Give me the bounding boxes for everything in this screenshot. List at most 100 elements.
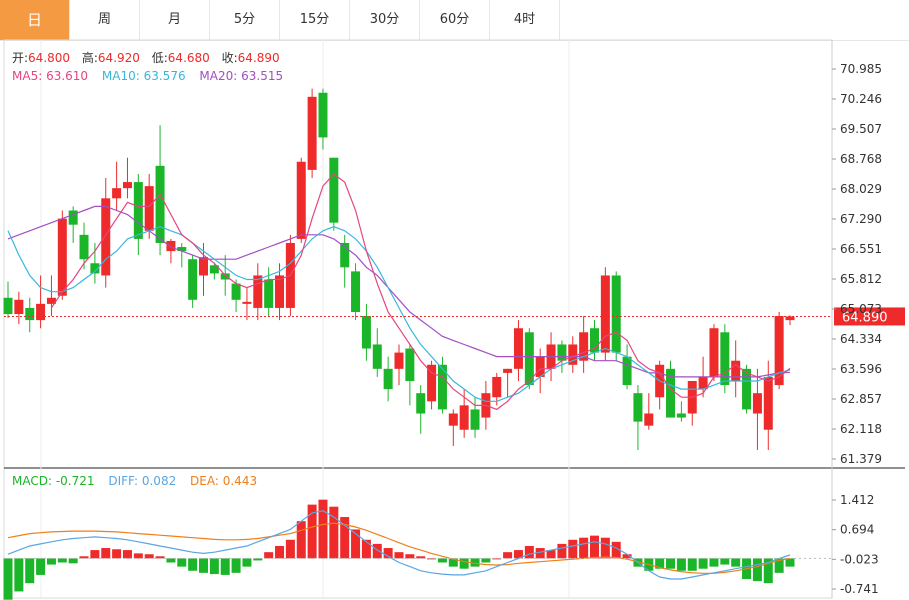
- candle-body: [329, 157, 339, 223]
- macd-bar: [112, 549, 122, 559]
- tab-4hour[interactable]: 4时: [490, 0, 560, 40]
- tab-day[interactable]: 日: [0, 0, 70, 40]
- macd-bar: [155, 556, 165, 559]
- ma20-label: MA20:: [199, 69, 241, 83]
- candle: [188, 255, 198, 308]
- macd-bar: [68, 558, 78, 564]
- tab-15min[interactable]: 15分: [280, 0, 350, 40]
- price-axis: 70.985 70.246 69.507 68.768 68.029 67.290 66.5…: [832, 62, 882, 466]
- candle-body: [720, 332, 730, 386]
- ma-info: MA5: 63.610 MA10: 63.576 MA20: 63.515: [12, 69, 283, 83]
- macd-bar: [752, 558, 762, 582]
- candle: [275, 263, 285, 321]
- candle: [3, 281, 13, 319]
- candle-body: [600, 275, 610, 353]
- tab-week[interactable]: 周: [70, 0, 140, 40]
- ma10-label: MA10:: [102, 69, 144, 83]
- candle: [133, 173, 143, 256]
- ma20-value: 63.515: [241, 69, 283, 83]
- last-price-line: 64.890: [4, 307, 905, 326]
- candle-body: [513, 328, 523, 369]
- candle: [622, 344, 632, 390]
- macd-bar: [340, 517, 350, 559]
- candle-body: [188, 259, 198, 300]
- price-tick-label: 70.246: [840, 92, 882, 106]
- macd-bar: [535, 548, 545, 559]
- price-tick-label: 68.768: [840, 152, 882, 166]
- candle: [90, 242, 100, 284]
- candle-body: [177, 247, 187, 252]
- macd-label: MACD:: [12, 474, 56, 488]
- macd-bar: [731, 558, 741, 567]
- candle: [568, 336, 578, 373]
- candle-body: [79, 234, 89, 260]
- candle-body: [307, 96, 317, 170]
- candle-body: [340, 242, 350, 268]
- candle-body: [318, 92, 328, 138]
- candle-body: [774, 316, 784, 386]
- macd-bar: [524, 545, 534, 559]
- candle: [351, 263, 361, 321]
- candle-body: [666, 368, 676, 418]
- macd-bar: [470, 558, 480, 567]
- macd-bar: [231, 558, 241, 573]
- price-tick-label: 62.857: [840, 392, 882, 406]
- tab-5min[interactable]: 5分: [210, 0, 280, 40]
- candle-body: [242, 301, 252, 304]
- candles: [3, 88, 795, 451]
- high-label: 高:: [82, 50, 98, 65]
- macd-bar: [285, 539, 295, 559]
- candle-body: [557, 344, 567, 361]
- candle-body: [709, 328, 719, 377]
- tab-30min[interactable]: 30分: [350, 0, 420, 40]
- candle: [437, 356, 447, 414]
- macd-bar: [253, 558, 263, 561]
- macd-bar: [318, 499, 328, 559]
- candle: [470, 397, 480, 438]
- macd-axis: 1.412 0.694 -0.023 -0.741: [4, 493, 879, 596]
- macd-bar: [122, 550, 132, 559]
- macd-bar: [296, 521, 306, 559]
- chart-frame: [3, 39, 833, 599]
- candle: [329, 157, 339, 231]
- candle: [36, 275, 46, 329]
- tab-60min[interactable]: 60分: [420, 0, 490, 40]
- price-tick-label: 66.551: [840, 242, 882, 256]
- candle-body: [220, 273, 230, 280]
- candle: [448, 409, 458, 446]
- macd-bar: [513, 550, 523, 559]
- macd-tick-label: 1.412: [840, 493, 874, 507]
- candle-body: [785, 316, 795, 321]
- candle-body: [698, 376, 708, 390]
- macd-bar: [264, 552, 274, 559]
- price-tick-label: 64.334: [840, 332, 882, 346]
- candle-body: [25, 307, 35, 321]
- macd-bar: [492, 558, 502, 560]
- macd-bar: [579, 537, 589, 559]
- candle-body: [155, 165, 165, 243]
- macd-bar: [568, 539, 578, 559]
- macd-bar: [557, 543, 567, 559]
- macd-bar: [307, 504, 317, 559]
- price-tick-label: 65.073: [840, 302, 882, 316]
- ma5-line: [50, 173, 791, 411]
- macd-bar: [763, 558, 773, 584]
- macd-bar: [14, 558, 24, 592]
- macd-bar: [36, 558, 46, 575]
- candle-body: [644, 413, 654, 426]
- macd-bar: [611, 541, 621, 559]
- macd-bar: [188, 558, 198, 571]
- candle: [242, 287, 252, 321]
- macd-bar: [329, 506, 339, 559]
- tab-month[interactable]: 月: [140, 0, 210, 40]
- candle-body: [112, 188, 122, 199]
- candle: [633, 385, 643, 451]
- diff-value: 0.082: [142, 474, 176, 488]
- high-value: 64.920: [98, 51, 140, 65]
- candle: [209, 263, 219, 280]
- candle: [731, 340, 741, 398]
- candle-body: [199, 257, 208, 276]
- macd-bar: [437, 558, 447, 563]
- macd-bar: [481, 558, 491, 563]
